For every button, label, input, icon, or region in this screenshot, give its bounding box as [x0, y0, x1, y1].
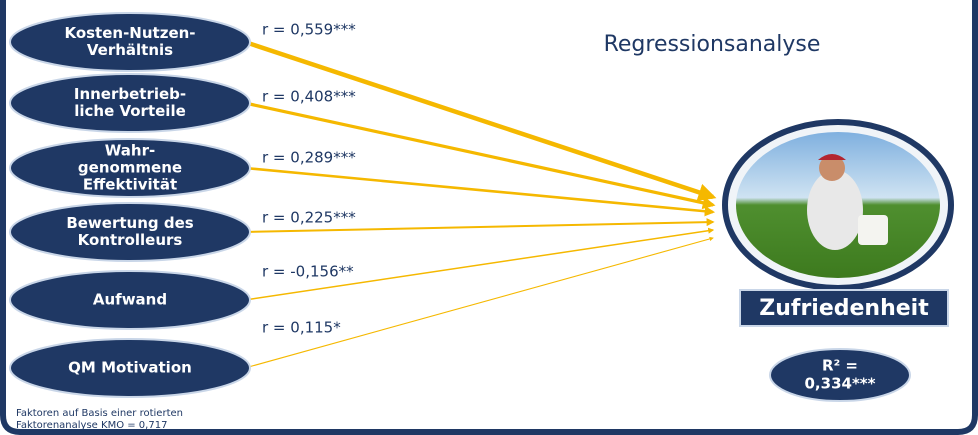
factor-ellipse — [9, 338, 251, 398]
footnote: Faktoren auf Basis einer rotierten — [16, 408, 183, 419]
r-squared-label: 0,334*** — [805, 375, 876, 393]
photo — [722, 119, 954, 291]
factor-ellipse — [9, 12, 251, 72]
factor-label: Kosten-Nutzen- — [64, 24, 195, 42]
factor-label: genommene — [78, 159, 182, 177]
edge-label: r = 0,225*** — [262, 209, 356, 227]
edge-arrow — [244, 101, 716, 210]
factor-label: Innerbetrieb- — [74, 85, 186, 103]
factor-label: Effektivität — [83, 176, 177, 194]
edge-arrow — [244, 236, 714, 369]
factor-ellipse — [9, 138, 251, 198]
edge-label: r = 0,289*** — [262, 149, 356, 167]
r-squared-ellipse — [769, 348, 911, 402]
edge-label: r = -0,156** — [262, 263, 354, 281]
factor-label: liche Vorteile — [74, 102, 186, 120]
target-box — [739, 289, 949, 327]
factor-label: Wahr- — [105, 142, 155, 160]
factor-label: Verhältnis — [87, 41, 173, 59]
r-squared-label: R² = — [822, 357, 858, 375]
edge-label: r = 0,115* — [262, 319, 341, 337]
factor-ellipse — [9, 73, 251, 133]
title: Regressionsanalyse — [604, 32, 821, 57]
footnote: Faktorenanalyse KMO = 0,717 — [16, 420, 167, 431]
factor-ellipse — [9, 202, 251, 262]
edge-arrow — [244, 227, 715, 301]
factor-ellipse — [9, 270, 251, 330]
edge-label: r = 0,559*** — [262, 21, 356, 39]
factor-label: Aufwand — [93, 291, 167, 309]
edge-arrow — [244, 218, 715, 233]
edge-arrow — [244, 166, 716, 217]
edge-arrow — [244, 39, 717, 202]
factor-label: QM Motivation — [68, 359, 192, 377]
factor-label: Kontrolleurs — [78, 231, 183, 249]
target-label: Zufriedenheit — [759, 296, 929, 321]
edge-label: r = 0,408*** — [262, 88, 356, 106]
factor-label: Bewertung des — [66, 214, 193, 232]
